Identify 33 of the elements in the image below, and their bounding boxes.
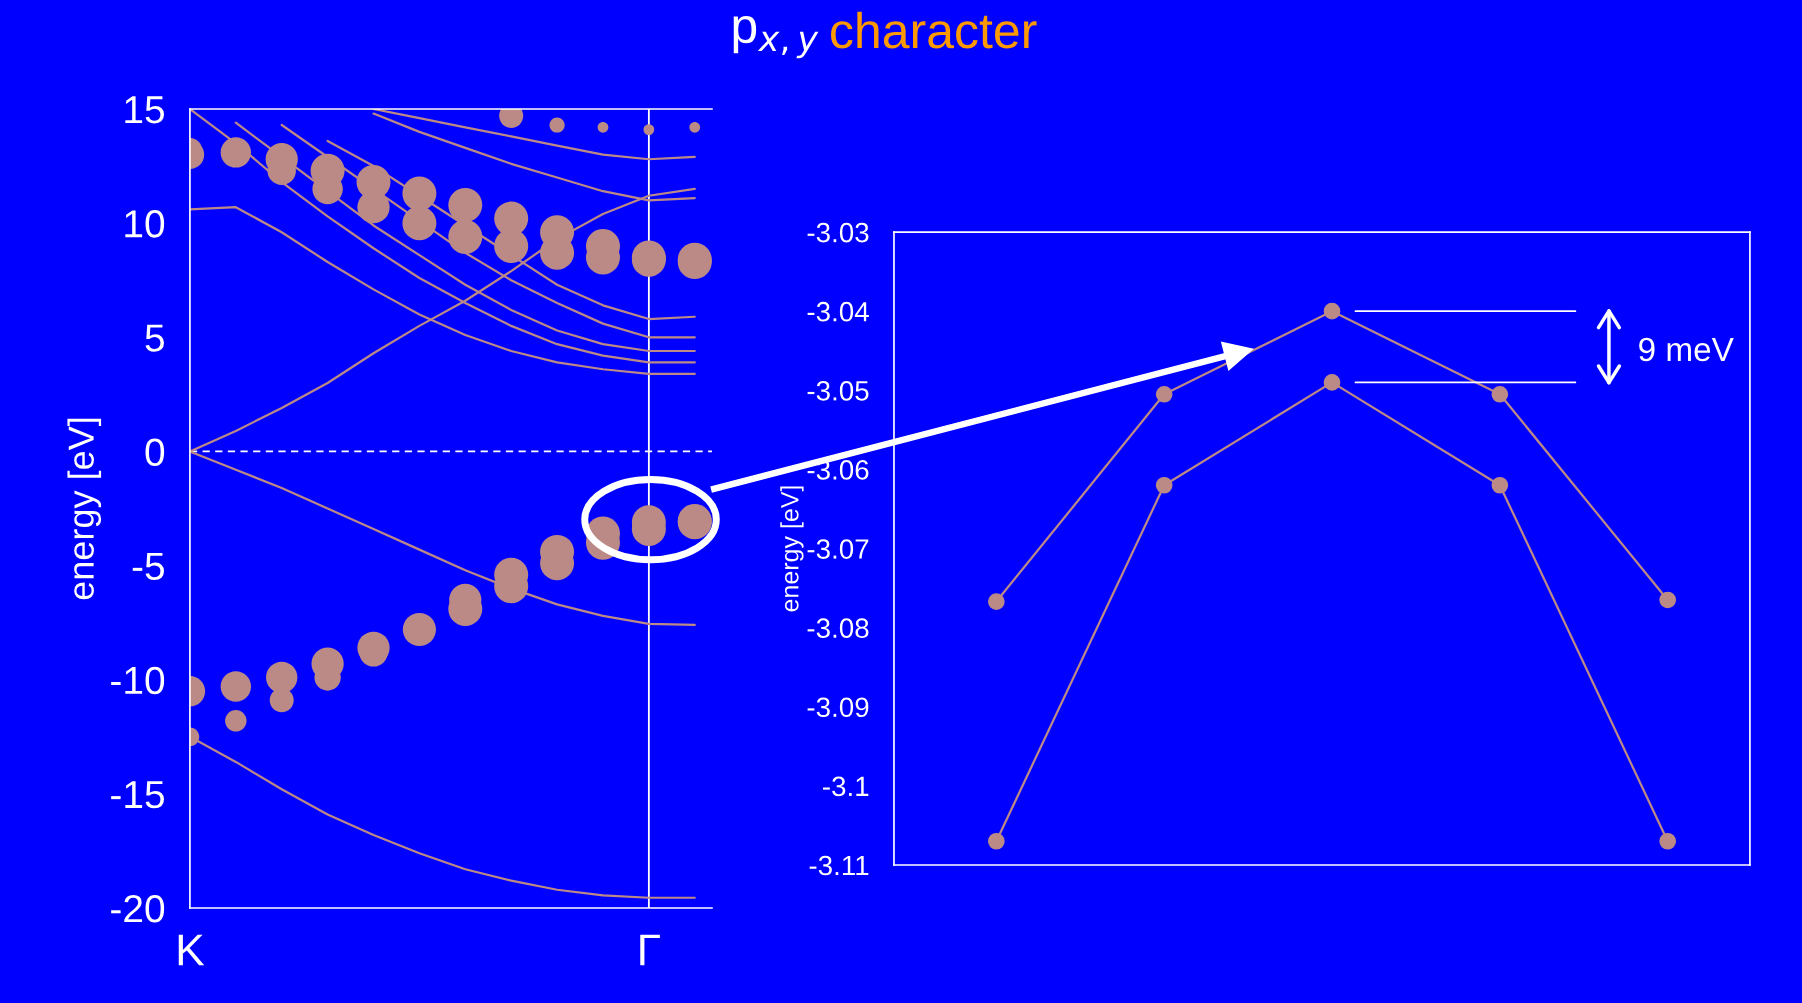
y-tick-label: -3.05 <box>807 380 869 401</box>
point <box>988 832 1005 850</box>
y-tick-label: -20 <box>111 894 165 923</box>
annotation: 9 meV <box>1639 337 1734 362</box>
point <box>988 593 1005 610</box>
y-tick-label: -10 <box>111 666 165 695</box>
y-tick-label: -3.03 <box>807 222 869 243</box>
y-tick-label: -3.04 <box>807 301 869 322</box>
y-tick-label: -15 <box>111 781 164 809</box>
point <box>1323 302 1341 320</box>
y-tick-label: 15 <box>125 96 164 124</box>
text: p$_{x,y}$ character <box>733 11 1037 59</box>
y-tick-label: -3.08 <box>807 618 869 638</box>
x-tick-label: K <box>178 934 205 966</box>
y-axis-title: energy [eV] <box>67 418 102 600</box>
point <box>1659 591 1677 609</box>
y-tick-label: 10 <box>125 210 165 238</box>
point <box>1491 385 1509 403</box>
y-tick-label: 5 <box>145 324 164 352</box>
point <box>1155 385 1173 403</box>
line-series <box>372 109 696 161</box>
point <box>1659 832 1677 850</box>
y-axis-title: energy [eV] <box>780 486 804 612</box>
y-tick-label: -3.09 <box>807 697 869 718</box>
y-tick-label: -3.07 <box>807 539 869 559</box>
point <box>1491 476 1509 494</box>
y-tick-label: -3.1 <box>823 776 869 797</box>
x-tick-label: Γ <box>640 934 660 966</box>
y-tick-label: -5 <box>132 552 164 581</box>
point <box>1155 476 1173 494</box>
y-tick-label: 0 <box>145 438 165 466</box>
y-tick-label: -3.11 <box>809 855 869 876</box>
point <box>1323 374 1341 391</box>
